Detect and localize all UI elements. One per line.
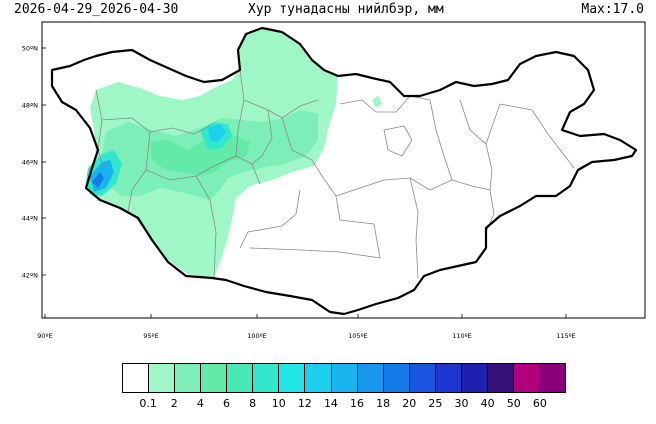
lon-label-90: 90ºE — [37, 332, 52, 340]
legend-swatch — [487, 364, 514, 392]
legend-label: 10 — [271, 397, 286, 410]
province-line — [213, 155, 261, 185]
legend-label: 25 — [428, 397, 443, 410]
latitude-axis: 50ºN 48ºN 46ºN 44ºN 42ºN — [22, 45, 46, 280]
province-line — [95, 89, 105, 171]
legend-label: 4 — [196, 397, 204, 410]
lat-label-50: 50ºN — [22, 45, 38, 53]
legend-swatch — [383, 364, 410, 392]
precip-west-16-area — [92, 172, 104, 188]
province-line — [321, 175, 381, 259]
legend-label: 18 — [376, 397, 391, 410]
legend-label: 0.1 — [139, 397, 157, 410]
province-line — [249, 247, 381, 259]
legend-label: 20 — [402, 397, 417, 410]
legend-swatch — [513, 364, 540, 392]
legend-swatch — [227, 364, 254, 392]
legend-label: 16 — [350, 397, 365, 410]
province-line — [251, 109, 273, 165]
lon-label-110: 110ºE — [452, 332, 472, 340]
legend-swatch — [253, 364, 280, 392]
color-legend — [122, 363, 566, 393]
date-range: 2026-04-29_2026-04-30 — [14, 2, 179, 17]
precip-small-area — [372, 96, 382, 108]
legend-swatch — [331, 364, 358, 392]
legend-swatch — [201, 364, 228, 392]
legend-swatch — [357, 364, 384, 392]
lat-label-48: 48ºN — [22, 102, 38, 110]
legend-swatch — [540, 364, 566, 392]
legend-label: 12 — [297, 397, 312, 410]
province-line — [335, 177, 431, 197]
precip-8-10-area — [208, 124, 226, 142]
province-line — [459, 99, 501, 145]
legend-swatch — [435, 364, 462, 392]
lon-label-95: 95ºE — [143, 332, 158, 340]
lat-label-46: 46ºN — [22, 159, 38, 167]
legend-label: 8 — [249, 397, 257, 410]
province-line — [485, 143, 493, 191]
province-line — [145, 165, 215, 181]
longitude-axis: 90ºE 95ºE 100ºE 105ºE 110ºE 115ºE — [37, 314, 576, 340]
province-line — [383, 125, 413, 157]
legend-swatch — [279, 364, 306, 392]
province-line — [235, 69, 245, 157]
legend-label: 2 — [170, 397, 178, 410]
legend-label: 40 — [480, 397, 495, 410]
legend-swatch — [123, 364, 150, 392]
legend-swatch — [149, 364, 176, 392]
max-value-label: Max:17.0 — [581, 2, 644, 17]
legend-swatch — [409, 364, 436, 392]
legend-label: 14 — [323, 397, 338, 410]
map-title: Хур тунадасны нийлбэр, мм — [248, 2, 444, 17]
province-line — [195, 175, 217, 279]
lon-label-105: 105ºE — [348, 332, 368, 340]
province-line — [409, 177, 419, 279]
province-boundaries — [95, 69, 575, 279]
lat-label-42: 42ºN — [22, 272, 38, 280]
legend-swatch — [175, 364, 202, 392]
legend-label: 50 — [506, 397, 521, 410]
province-line — [127, 131, 151, 213]
legend-swatch — [305, 364, 332, 392]
province-line — [101, 117, 211, 135]
legend-swatch — [461, 364, 488, 392]
legend-label: 6 — [222, 397, 230, 410]
legend-label: 60 — [532, 397, 547, 410]
legend-label: 30 — [454, 397, 469, 410]
province-line — [499, 103, 575, 169]
province-line — [281, 117, 323, 177]
precipitation-map: 50ºN 48ºN 46ºN 44ºN 42ºN 90ºE 95ºE 100ºE… — [22, 21, 646, 340]
lat-label-44: 44ºN — [22, 215, 38, 223]
lon-label-100: 100ºE — [247, 332, 267, 340]
country-border — [50, 26, 638, 316]
precipitation-areas — [86, 28, 382, 278]
province-line — [429, 99, 453, 181]
province-line — [429, 179, 495, 233]
lon-label-115: 115ºE — [556, 332, 576, 340]
province-line — [239, 189, 301, 249]
